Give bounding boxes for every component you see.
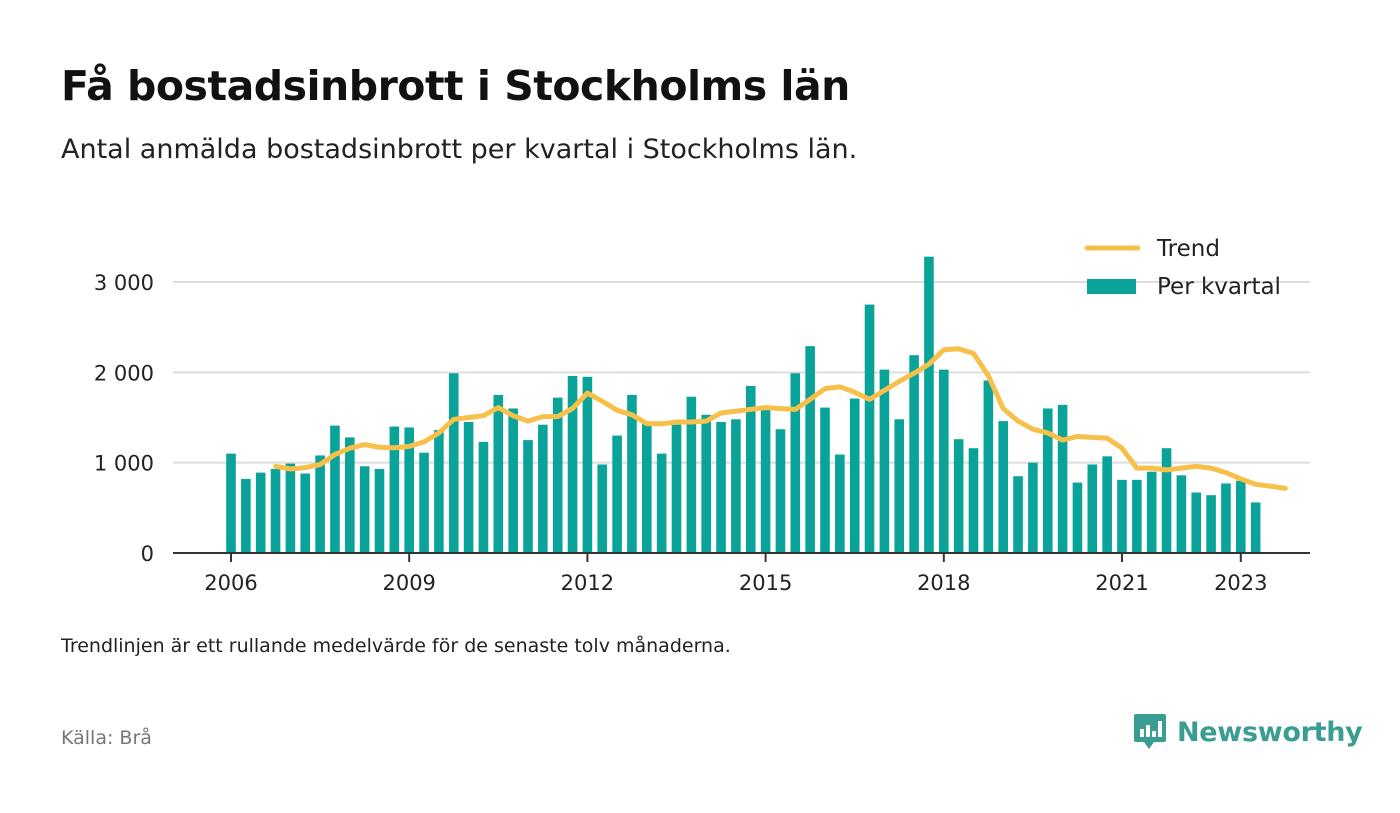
bar xyxy=(552,397,563,553)
bar xyxy=(745,385,756,553)
bar xyxy=(686,396,697,553)
bar xyxy=(849,398,860,553)
x-tick-label: 2015 xyxy=(739,571,792,595)
bar xyxy=(285,463,296,553)
bar xyxy=(523,440,533,553)
bar xyxy=(434,430,444,553)
gridlines xyxy=(173,281,1310,464)
bar xyxy=(1146,471,1157,553)
trend-series xyxy=(273,346,1288,491)
bar xyxy=(374,468,385,553)
bar xyxy=(1013,476,1023,553)
y-tick-label: 2 000 xyxy=(94,361,154,385)
y-tick-label: 1 000 xyxy=(94,452,154,476)
bar xyxy=(448,373,459,553)
bar xyxy=(820,407,830,553)
bar xyxy=(671,424,682,553)
bar xyxy=(1102,456,1112,553)
bar xyxy=(1087,464,1098,553)
legend-trend-label: Trend xyxy=(1156,236,1220,262)
bar xyxy=(716,422,726,553)
bar xyxy=(642,422,652,553)
brand-name: Newsworthy xyxy=(1177,716,1363,748)
bar xyxy=(835,454,845,553)
bar xyxy=(1176,475,1187,553)
bar xyxy=(1072,482,1083,553)
bar xyxy=(419,452,429,553)
bar xyxy=(226,453,236,553)
bar xyxy=(701,414,711,553)
bar xyxy=(894,419,905,553)
bar xyxy=(909,355,919,553)
x-tick-label: 2012 xyxy=(561,571,614,595)
bar xyxy=(270,468,281,553)
x-tick-label: 2023 xyxy=(1214,571,1267,595)
bar xyxy=(359,466,370,553)
bar xyxy=(1117,479,1127,553)
bar xyxy=(538,424,548,553)
newsworthy-logo-icon xyxy=(1134,714,1166,749)
bar xyxy=(983,380,994,553)
legend-bar-swatch xyxy=(1087,279,1136,294)
bar xyxy=(1042,408,1053,553)
x-tick-label: 2006 xyxy=(204,571,257,595)
chart-subtitle: Antal anmälda bostadsinbrott per kvartal… xyxy=(61,134,858,165)
legend: Trend Per kvartal xyxy=(1084,236,1281,300)
trend-line xyxy=(273,346,1288,491)
bar xyxy=(582,376,593,553)
bar xyxy=(731,419,741,553)
y-tick-label: 0 xyxy=(141,542,154,566)
bar xyxy=(1161,448,1172,553)
bar xyxy=(463,422,474,553)
x-tick-label: 2021 xyxy=(1095,571,1148,595)
legend-bar-label: Per kvartal xyxy=(1157,274,1281,300)
bar xyxy=(315,455,325,553)
x-tick-label: 2009 xyxy=(382,571,435,595)
bar xyxy=(805,346,815,553)
bar xyxy=(389,426,400,553)
brand-logo-group[interactable]: Newsworthy xyxy=(1133,712,1363,752)
bar xyxy=(1028,462,1038,553)
bar xyxy=(656,453,667,553)
bar xyxy=(1191,492,1202,553)
bar xyxy=(597,464,608,553)
bar xyxy=(924,256,934,553)
bar xyxy=(864,304,875,553)
bar xyxy=(241,478,251,553)
bar xyxy=(939,369,949,553)
bar xyxy=(998,421,1008,553)
y-tick-label: 3 000 xyxy=(94,271,154,295)
bar xyxy=(345,437,355,553)
bar xyxy=(567,375,578,553)
bar-series xyxy=(226,256,1261,553)
bar xyxy=(627,394,637,553)
bar xyxy=(953,439,964,553)
axes: 0 1 000 2 000 3 000 2006 2009 2012 2015 2018 2021… xyxy=(94,271,1310,595)
bar xyxy=(1132,479,1142,553)
bar xyxy=(1250,502,1261,553)
bar xyxy=(790,373,801,553)
bar xyxy=(493,394,504,553)
bar xyxy=(1206,495,1216,553)
bar xyxy=(404,427,414,553)
bar xyxy=(255,472,266,553)
bar xyxy=(1236,480,1246,553)
chart-title: Få bostadsinbrott i Stockholms län xyxy=(61,62,850,110)
bar xyxy=(775,429,786,553)
chart-note: Trendlinjen är ett rullande medelvärde f… xyxy=(61,635,731,657)
x-tick-label: 2018 xyxy=(917,571,970,595)
bar xyxy=(760,408,771,553)
bar xyxy=(508,408,518,553)
bar xyxy=(1057,404,1068,553)
bar xyxy=(879,369,890,553)
bar xyxy=(330,425,340,553)
bar xyxy=(612,435,622,553)
bar xyxy=(478,441,489,553)
bar xyxy=(968,448,979,553)
bar xyxy=(1221,483,1231,553)
bar xyxy=(300,473,311,553)
source-text: Källa: Brå xyxy=(61,727,152,749)
